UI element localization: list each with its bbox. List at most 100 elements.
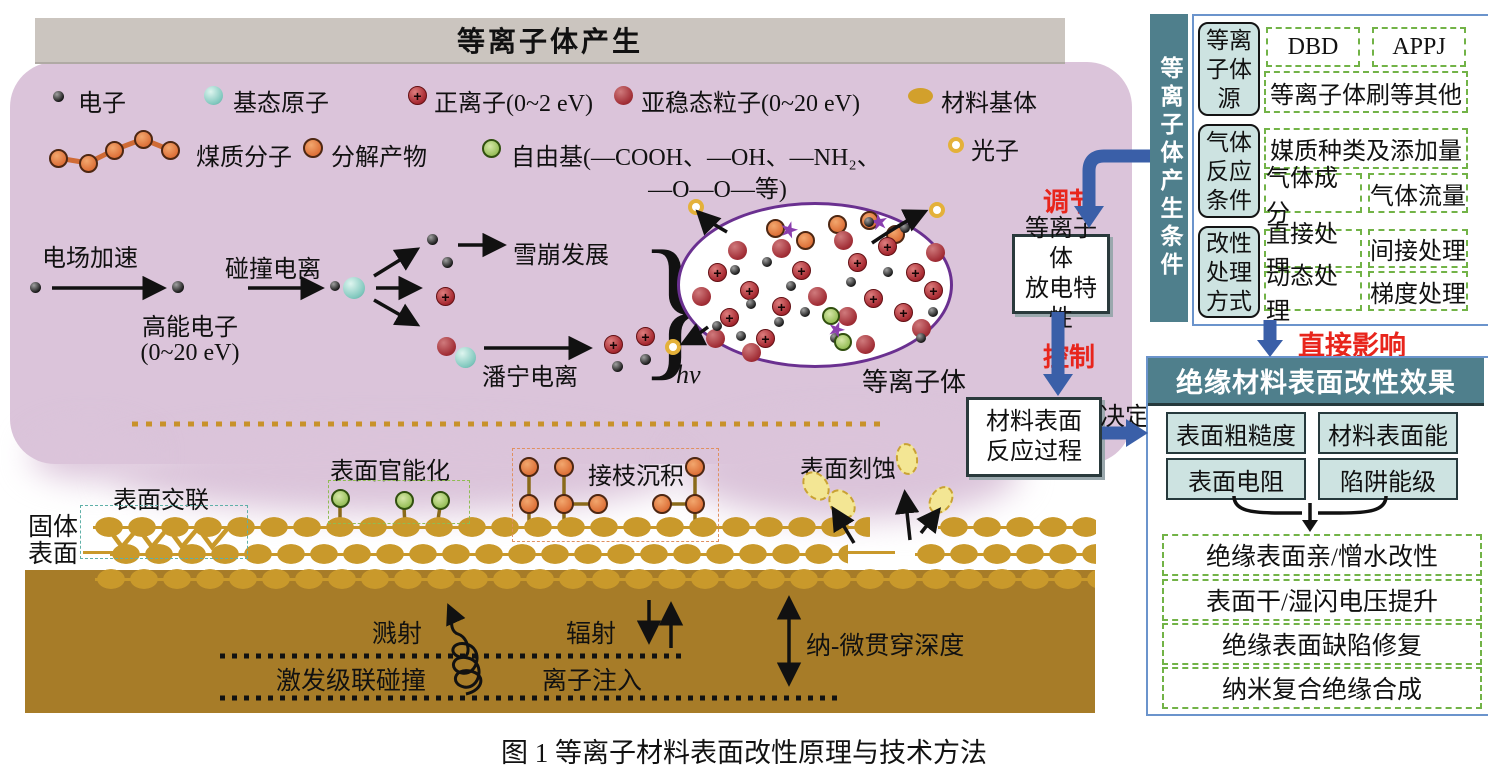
surface-resistance-label: 表面电阻 [1188, 469, 1284, 496]
electron-dot [427, 234, 438, 245]
discharge-line2: 放电特性 [1025, 276, 1097, 332]
positive-ion-icon [408, 86, 427, 105]
legend-positive-ion: 正离子(0~2 eV) [434, 91, 593, 117]
legend-coal-molecule: 煤质分子 [196, 145, 292, 171]
high-energy-electron-ev: (0~20 eV) [140, 340, 240, 366]
graft-molecule-dot [554, 494, 574, 514]
effects-panel-title: 绝缘材料表面改性效果 [1176, 368, 1456, 398]
metastable-dot [706, 329, 725, 348]
molecule-dot [766, 219, 785, 238]
plasma-generation-header: 等离子体产生 [35, 18, 1065, 64]
radical-dot [834, 333, 852, 351]
hv-label: hv [676, 360, 701, 389]
gas-composition-label: 气体成分 [1266, 166, 1338, 227]
plasma-ellipse [677, 202, 953, 368]
figure-caption: 图 1 等离子材料表面改性原理与技术方法 [501, 738, 987, 767]
legend-photon: 光子 [971, 139, 1019, 165]
positive-ion-dot [792, 261, 811, 280]
plasma-brush-label: 等离子体刷等其他 [1270, 82, 1462, 109]
chain-line [845, 551, 895, 554]
nanocomposite-item: 纳米复合绝缘合成 [1162, 667, 1482, 709]
functional-group-dot [431, 491, 450, 510]
metastable-dot [856, 335, 875, 354]
surface-energy-item: 材料表面能 [1318, 412, 1458, 454]
electron-dot [864, 217, 874, 227]
gas-flow-label: 气体流量 [1370, 183, 1466, 210]
plasma-generation-title: 等离子体产生 [456, 27, 643, 58]
discharge-line1: 等离子体 [1025, 216, 1097, 272]
surface-reaction-box: 材料表面 反应过程 [966, 397, 1102, 477]
metastable-dot [692, 287, 711, 306]
nanocomposite-label: 纳米复合绝缘合成 [1221, 677, 1422, 704]
ground-state-atom-icon [204, 86, 223, 105]
radical-dot [822, 307, 840, 325]
positive-ion-dot [878, 237, 897, 256]
electron-dot [762, 257, 772, 267]
legend-decomposition: 分解产物 [331, 145, 427, 171]
crosslink-label: 表面交联 [113, 488, 209, 514]
graft-molecule-dot [588, 494, 608, 514]
legend-radical-line1: 自由基(—COOH、—OH、—NH₂、 [511, 145, 881, 171]
sputtering-label: 溅射 [372, 621, 423, 648]
graft-molecule-dot [519, 494, 539, 514]
cascade-label: 激发级联碰撞 [276, 668, 427, 695]
indirect-treatment-label: 间接处理 [1370, 239, 1466, 265]
penetration-depth-label: 纳-微贯穿深度 [806, 633, 965, 660]
functionalization-dashed-box [328, 480, 470, 524]
defect-repair-item: 绝缘表面缺陷修复 [1162, 623, 1482, 665]
flashover-voltage-label: 表面干/湿闪电压提升 [1206, 589, 1438, 616]
gas-conditions-label: 气体反应条件 [1206, 129, 1252, 213]
electron-dot [640, 354, 651, 365]
coal-molecule-icon [105, 141, 124, 160]
decomposition-product-icon [303, 138, 323, 158]
chain-line [83, 551, 113, 554]
electron-dot [846, 277, 856, 287]
metastable-dot [772, 239, 791, 258]
electron-dot [900, 223, 910, 233]
electron-dot [774, 317, 784, 327]
positive-ion-dot [894, 303, 913, 322]
electron-dot [172, 281, 184, 293]
electron-dot [30, 282, 41, 293]
positive-ion-dot [708, 263, 727, 282]
medium-type-label: 媒质种类及添加量 [1270, 139, 1462, 165]
legend-atom: 基态原子 [233, 91, 329, 117]
positive-ion-dot [720, 308, 739, 327]
gas-flow-item: 气体流量 [1368, 173, 1468, 213]
legend-matrix: 材料基体 [941, 91, 1037, 117]
hydrophilicity-item: 绝缘表面亲/憎水改性 [1162, 534, 1482, 576]
photon-ring [929, 202, 945, 218]
free-radical-icon [482, 139, 501, 158]
positive-ion-dot [756, 329, 775, 348]
surface-chain-row [110, 543, 848, 565]
avalanche-label: 雪崩发展 [513, 243, 609, 269]
electron-dot [786, 281, 796, 291]
indirect-treatment-item: 间接处理 [1368, 229, 1468, 268]
electron-dot [928, 307, 938, 317]
functional-group-dot [395, 491, 414, 510]
treatment-mode-label-box: 改性处理方式 [1198, 226, 1260, 318]
dbd-label: DBD [1287, 33, 1339, 60]
electron-dot [736, 331, 746, 341]
metastable-dot [808, 287, 827, 306]
positive-ion-dot [436, 287, 455, 306]
electron-dot [883, 267, 893, 277]
graft-molecule-dot [685, 457, 705, 477]
photon-icon [948, 137, 964, 153]
collision-ionization-label: 碰撞电离 [225, 257, 321, 283]
surface-roughness-item: 表面粗糙度 [1166, 412, 1306, 454]
atom-dot [343, 277, 365, 299]
trap-level-item: 陷阱能级 [1318, 458, 1458, 500]
gas-composition-item: 气体成分 [1264, 166, 1362, 227]
metastable-particle-icon [614, 86, 633, 105]
coal-molecule-icon [49, 149, 68, 168]
surface-resistance-item: 表面电阻 [1166, 458, 1306, 500]
positive-ion-dot [924, 281, 943, 300]
material-matrix-icon [908, 88, 933, 104]
surface-chain-row [938, 516, 1096, 538]
generation-conditions-sidebar: 等离子体产生条件 [1150, 14, 1188, 322]
photon-ring [665, 339, 681, 355]
legend-metastable: 亚稳态粒子(0~20 eV) [641, 91, 860, 117]
appj-label: APPJ [1392, 33, 1446, 60]
